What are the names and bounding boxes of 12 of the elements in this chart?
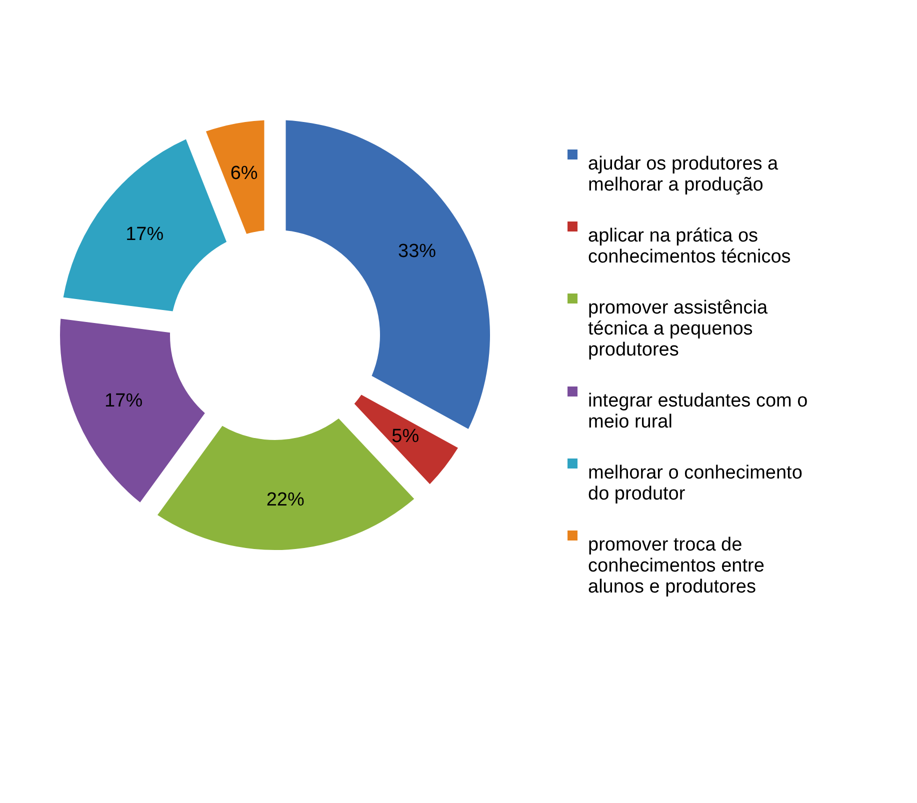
legend-label: ajudar os produtores a melhorar a produção	[588, 154, 779, 196]
legend-label: promover troca de conhecimentos entre alunos e produtores	[588, 534, 764, 598]
legend-label: integrar estudantes com o meio rural	[588, 390, 808, 432]
data-label: 17%	[126, 224, 164, 245]
data-label: 6%	[230, 162, 258, 184]
data-label: 33%	[398, 241, 436, 262]
legend-label: melhorar o conhecimento do produtor	[588, 462, 802, 504]
legend-label: promover assistência técnica a pequenos produtores	[588, 298, 768, 360]
data-label: 17%	[104, 390, 143, 412]
legend-label: aplicar na prática os conhecimentos técnicos	[588, 226, 791, 268]
data-label: 22%	[266, 490, 304, 511]
data-label: 5%	[392, 426, 420, 448]
